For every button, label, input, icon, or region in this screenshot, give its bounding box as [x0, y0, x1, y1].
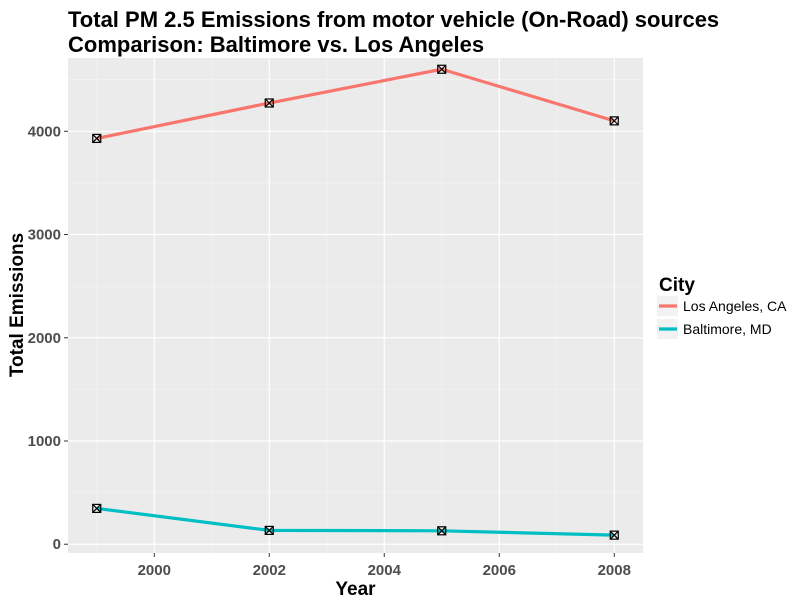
- legend-label: Baltimore, MD: [683, 321, 772, 337]
- x-axis-title: Year: [335, 579, 376, 600]
- legend-label: Los Angeles, CA: [683, 298, 787, 314]
- grid-lines: [68, 58, 643, 553]
- y-tick-label: 4000: [28, 123, 61, 140]
- y-tick-label: 3000: [28, 227, 61, 244]
- x-tick-label: 2000: [138, 562, 171, 579]
- y-axis-title: Total Emissions: [7, 233, 28, 377]
- y-tick-label: 1000: [28, 433, 61, 450]
- data-point: [437, 64, 447, 74]
- series-line-1: [96, 506, 615, 537]
- legend-item: Los Angeles, CA: [657, 296, 787, 316]
- chart-subtitle: Comparison: Baltimore vs. Los Angeles: [68, 32, 484, 57]
- data-point: [92, 503, 102, 514]
- x-tick-label: 2006: [483, 562, 516, 579]
- y-axis-ticks: 0 1000 2000 3000 4000: [28, 123, 68, 553]
- x-axis-ticks: 2000 2002 2004 2006 2008: [138, 553, 631, 579]
- data-point: [264, 98, 274, 108]
- data-point: [92, 133, 102, 144]
- data-points: [92, 64, 619, 540]
- plot-panel: [68, 58, 643, 553]
- legend-items: Los Angeles, CA Baltimore, MD: [657, 296, 787, 339]
- legend: City Los Angeles, CA Baltimore, MD: [657, 275, 787, 339]
- legend-title: City: [659, 275, 695, 296]
- y-tick-label: 2000: [28, 330, 61, 347]
- data-point: [437, 526, 447, 536]
- chart-title: Total PM 2.5 Emissions from motor vehicl…: [68, 7, 719, 32]
- data-point: [609, 530, 619, 540]
- y-tick-label: 0: [53, 536, 61, 553]
- data-point: [609, 116, 619, 126]
- x-tick-label: 2008: [598, 562, 631, 579]
- x-tick-label: 2002: [253, 562, 286, 579]
- series-line-0: [96, 67, 615, 140]
- legend-item: Baltimore, MD: [657, 319, 772, 339]
- data-point: [264, 525, 274, 535]
- x-tick-label: 2004: [368, 562, 402, 579]
- series-lines: [96, 67, 615, 537]
